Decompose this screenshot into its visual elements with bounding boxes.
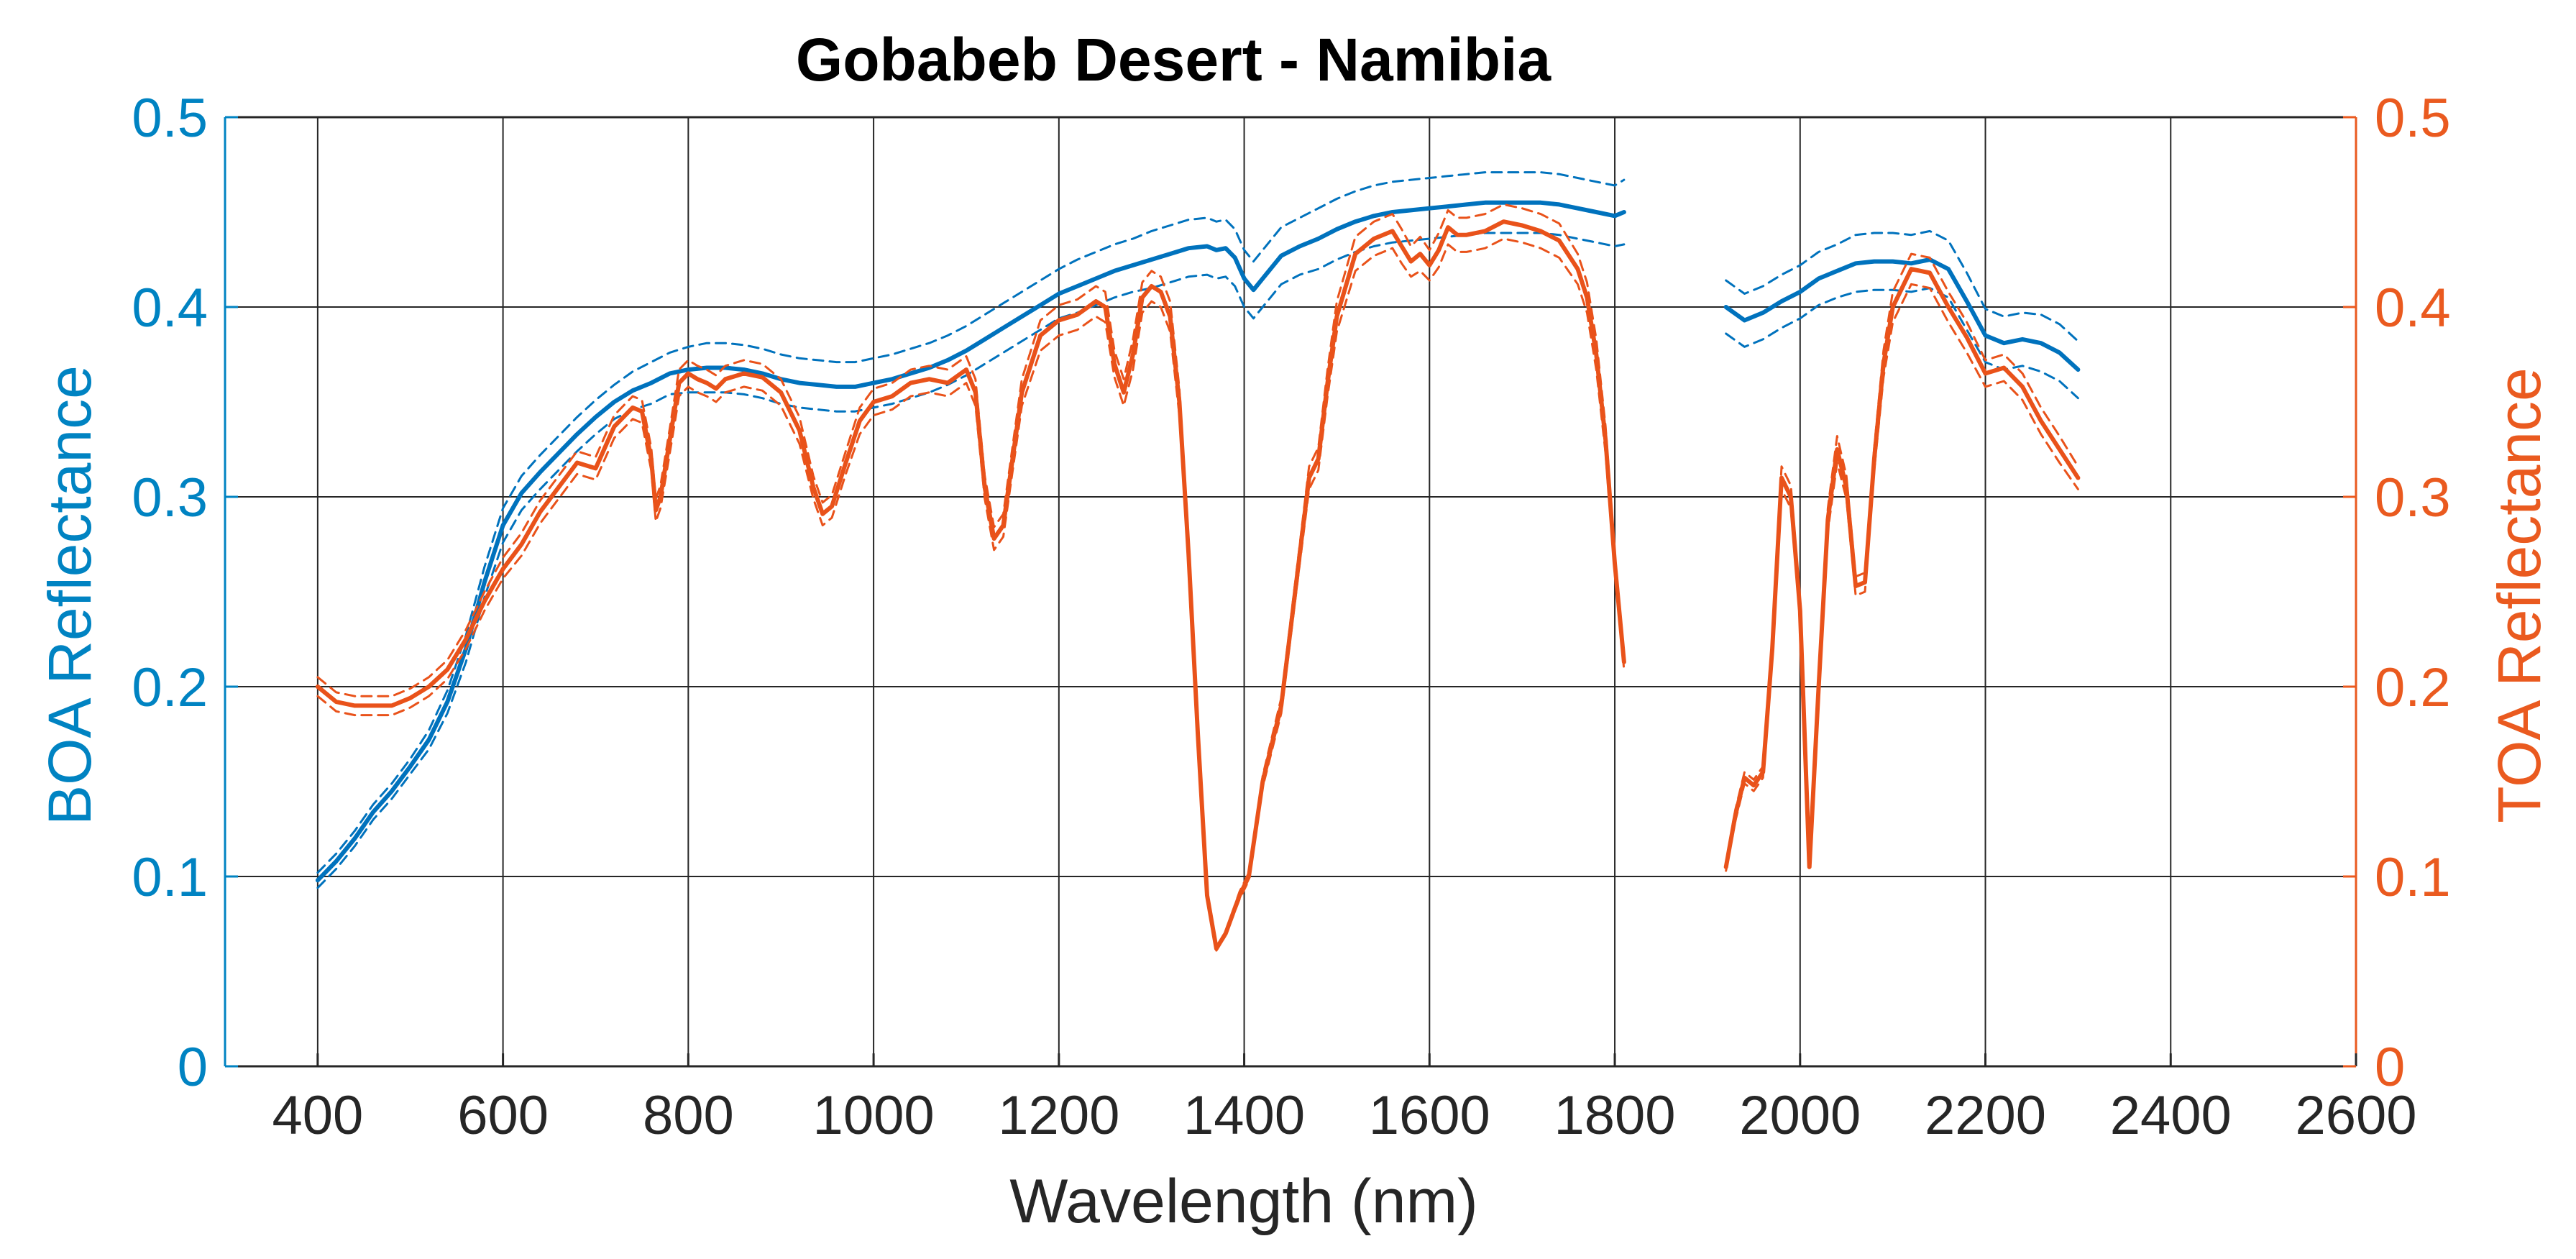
series-toa-lower-std (316, 237, 2079, 952)
axes (224, 116, 2357, 1068)
x-axis-label: Wavelength (nm) (1009, 1167, 1478, 1236)
x-tick-label: 400 (272, 1085, 363, 1146)
x-tick-label: 800 (643, 1085, 734, 1146)
series-line-boa-lower-std-segment-2 (1725, 287, 2079, 400)
series-layer (315, 171, 2081, 952)
series-toa-upper-std (316, 203, 2079, 948)
x-tick-label: 2600 (2295, 1085, 2416, 1146)
y-right-axis-label: TOA Reflectance (2485, 367, 2553, 823)
series-line-toa-upper-std-segment-1 (316, 203, 1626, 948)
series-line-boa-segment-1 (315, 200, 1626, 883)
y-left-tick-label: 0.5 (132, 88, 208, 149)
y-right-tick-label: 0.1 (2375, 847, 2451, 908)
y-right-tick-label: 0.2 (2375, 657, 2451, 718)
y-left-tick-label: 0.3 (132, 467, 208, 528)
series-line-boa-lower-std-segment-1 (316, 232, 1626, 889)
x-tick-label: 1200 (998, 1085, 1119, 1146)
y-right-tick-label: 0 (2375, 1037, 2405, 1098)
y-right-tick-label: 0.3 (2375, 467, 2451, 528)
y-left-axis-label: BOA Reflectance (36, 365, 104, 825)
series-boa-upper-std (316, 171, 2079, 874)
x-tick-label: 1400 (1183, 1085, 1305, 1146)
y-left-tick-label: 0.4 (132, 278, 208, 339)
series-line-toa-segment-1 (315, 219, 1626, 951)
series-line-toa-upper-std-segment-2 (1725, 252, 2079, 864)
y-right-tick-labels: 0 0.1 0.2 0.3 0.4 0.5 (2375, 88, 2451, 1098)
x-tick-label: 2400 (2110, 1085, 2232, 1146)
series-line-toa-lower-std-segment-1 (316, 237, 1626, 952)
series-line-toa-lower-std-segment-2 (1725, 283, 2079, 872)
x-tick-label: 1000 (813, 1085, 935, 1146)
y-left-tick-labels: 0 0.1 0.2 0.3 0.4 0.5 (132, 88, 208, 1098)
series-boa (315, 200, 2081, 883)
y-left-tick-label: 0 (178, 1037, 208, 1098)
series-boa-lower-std (316, 232, 2079, 889)
x-tick-label: 600 (457, 1085, 549, 1146)
x-tick-label: 1800 (1554, 1085, 1676, 1146)
series-line-boa-upper-std-segment-1 (316, 171, 1626, 874)
x-tick-label: 1600 (1369, 1085, 1490, 1146)
series-line-boa-segment-2 (1723, 257, 2081, 372)
chart-title: Gobabeb Desert - Namibia (796, 26, 1552, 93)
x-tick-label: 2200 (1925, 1085, 2046, 1146)
x-tick-label: 2000 (1739, 1085, 1861, 1146)
x-tick-labels: 400 600 800 1000 1200 1400 1600 1800 2000 2200 240… (272, 1085, 2416, 1146)
y-left-tick-label: 0.1 (132, 847, 208, 908)
y-left-tick-label: 0.2 (132, 657, 208, 718)
series-line-boa-upper-std-segment-2 (1725, 229, 2079, 342)
y-right-tick-label: 0.5 (2375, 88, 2451, 149)
y-right-tick-label: 0.4 (2375, 278, 2451, 339)
